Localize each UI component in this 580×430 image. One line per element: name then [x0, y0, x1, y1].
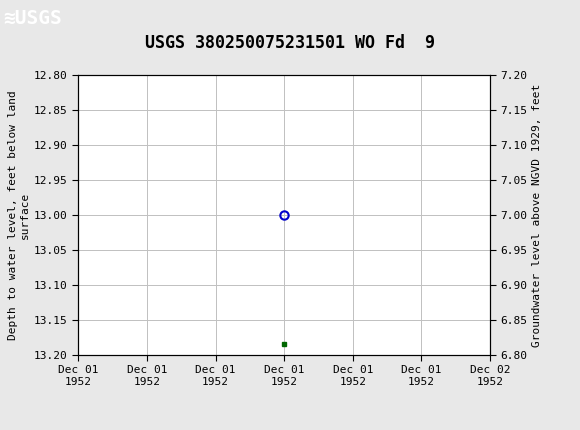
Text: USGS 380250075231501 WO Fd  9: USGS 380250075231501 WO Fd 9	[145, 34, 435, 52]
Y-axis label: Groundwater level above NGVD 1929, feet: Groundwater level above NGVD 1929, feet	[532, 83, 542, 347]
Text: ≋USGS: ≋USGS	[3, 9, 61, 28]
Y-axis label: Depth to water level, feet below land
surface: Depth to water level, feet below land su…	[8, 90, 30, 340]
